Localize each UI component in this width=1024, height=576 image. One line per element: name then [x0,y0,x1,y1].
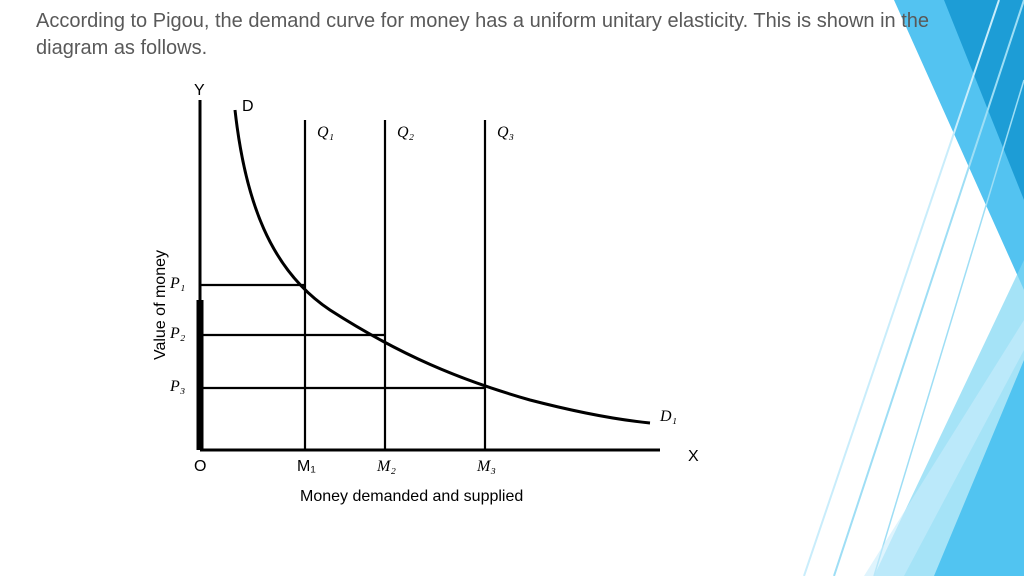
m-label-2: M₂ [377,458,396,476]
curve-end-label: D₁ [660,408,677,426]
economics-chart: Value of money Money demanded and suppli… [130,80,690,500]
m-label-1: M₁ [297,458,316,476]
q-label-2: Q₂ [397,124,414,142]
y-axis-title: Value of money [152,250,170,360]
y-axis-end-label: Y [194,82,205,100]
origin-label: O [194,458,206,476]
p-label-2: P₂ [170,325,185,343]
slide: According to Pigou, the demand curve for… [0,0,1024,576]
curve-start-label: D [242,98,254,116]
x-axis-title: Money demanded and supplied [300,488,523,506]
decorative-triangles [764,0,1024,576]
q-label-1: Q₁ [317,124,334,142]
caption-text: According to Pigou, the demand curve for… [36,8,966,62]
q-label-3: Q₃ [497,124,514,142]
x-axis-end-label: X [688,448,699,466]
m-label-3: M₃ [477,458,496,476]
p-label-3: P₃ [170,378,185,396]
p-label-1: P₁ [170,275,185,293]
chart-svg [130,80,690,500]
